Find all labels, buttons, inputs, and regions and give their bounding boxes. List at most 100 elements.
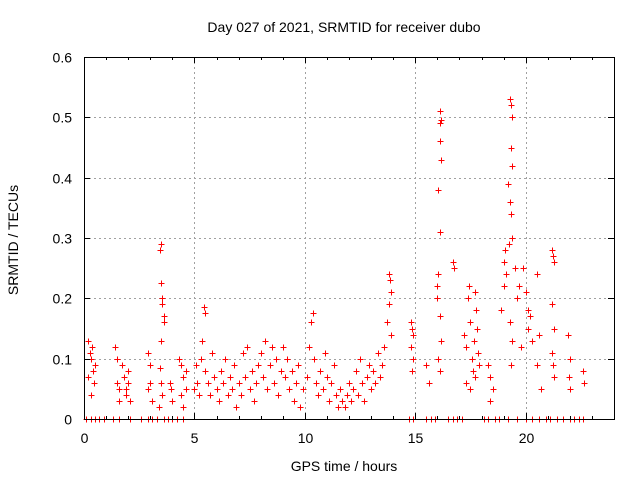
data-point <box>520 265 527 272</box>
data-point <box>183 386 190 393</box>
data-point <box>238 392 245 399</box>
data-point <box>147 362 154 369</box>
data-point <box>461 332 468 339</box>
x-axis-label: GPS time / hours <box>291 458 398 474</box>
data-point <box>300 386 307 393</box>
data-point <box>566 374 573 381</box>
data-point <box>372 380 379 387</box>
data-point <box>567 386 574 393</box>
y-tick-label: 0 <box>64 412 72 428</box>
data-point <box>202 310 209 317</box>
data-point <box>289 368 296 375</box>
data-point <box>487 398 494 405</box>
data-point <box>158 338 165 345</box>
data-point <box>286 386 293 393</box>
data-point <box>114 356 121 363</box>
data-point <box>123 392 130 399</box>
data-point <box>525 326 532 333</box>
data-point <box>472 374 479 381</box>
data-point <box>437 108 444 115</box>
data-point <box>194 380 201 387</box>
data-point <box>469 356 476 363</box>
data-point <box>370 368 377 375</box>
data-point <box>410 356 417 363</box>
data-point <box>158 241 165 248</box>
y-tick-label: 0.6 <box>53 50 73 66</box>
data-point <box>159 392 166 399</box>
data-point <box>178 362 185 369</box>
data-point <box>361 398 368 405</box>
y-tick-label: 0.2 <box>53 291 73 307</box>
data-point <box>505 181 512 188</box>
data-point <box>161 313 168 320</box>
data-point <box>90 368 97 375</box>
data-point <box>159 295 166 302</box>
data-point <box>434 283 441 290</box>
data-point <box>357 356 364 363</box>
x-tick-label: 15 <box>408 430 424 446</box>
data-point <box>180 374 187 381</box>
data-point <box>490 386 497 393</box>
data-point <box>244 344 251 351</box>
data-point <box>549 301 556 308</box>
y-tick-label: 0.3 <box>53 231 73 247</box>
data-point <box>218 368 225 375</box>
data-point <box>498 307 505 314</box>
data-point <box>240 350 247 357</box>
data-point <box>121 374 128 381</box>
data-point <box>125 380 132 387</box>
data-point <box>158 380 165 387</box>
data-point <box>178 392 185 399</box>
grid <box>84 57 614 419</box>
data-point <box>529 338 536 345</box>
data-point <box>465 295 472 302</box>
data-point <box>183 368 190 375</box>
data-point <box>308 319 315 326</box>
data-point <box>229 386 236 393</box>
data-point <box>127 398 134 405</box>
data-point <box>180 404 187 411</box>
data-point <box>315 392 322 399</box>
data-point <box>466 283 473 290</box>
data-point <box>147 380 154 387</box>
data-point <box>501 283 508 290</box>
data-point <box>278 368 285 375</box>
data-point <box>114 380 121 387</box>
data-point <box>426 380 433 387</box>
data-point <box>364 374 371 381</box>
data-point <box>355 392 362 399</box>
data-point <box>434 295 441 302</box>
data-point <box>551 326 558 333</box>
data-point <box>438 338 445 345</box>
data-point <box>260 374 267 381</box>
data-point <box>251 398 258 405</box>
data-point <box>435 356 442 363</box>
data-point <box>502 247 509 254</box>
data-point <box>507 319 514 326</box>
data-point <box>346 380 353 387</box>
data-point <box>507 199 514 206</box>
axis-ticks: 0 0.1 0.2 0.3 0.4 0.5 0.6 0 5 10 15 20 <box>53 50 614 446</box>
data-point <box>567 356 574 363</box>
data-point <box>306 344 313 351</box>
y-tick-label: 0.4 <box>53 171 73 187</box>
data-point <box>156 404 163 411</box>
data-point <box>344 392 351 399</box>
data-point <box>262 338 269 345</box>
data-point <box>282 374 289 381</box>
data-point <box>408 319 415 326</box>
data-point <box>386 271 393 278</box>
data-point <box>467 386 474 393</box>
data-point <box>509 235 516 242</box>
data-point <box>473 307 480 314</box>
data-point <box>549 350 556 357</box>
data-point <box>487 374 494 381</box>
data-point <box>386 301 393 308</box>
data-point <box>527 313 534 320</box>
data-point <box>388 289 395 296</box>
data-point <box>168 386 175 393</box>
data-point <box>273 356 280 363</box>
data-point <box>450 259 457 266</box>
data-point <box>85 374 92 381</box>
data-point <box>342 404 349 411</box>
